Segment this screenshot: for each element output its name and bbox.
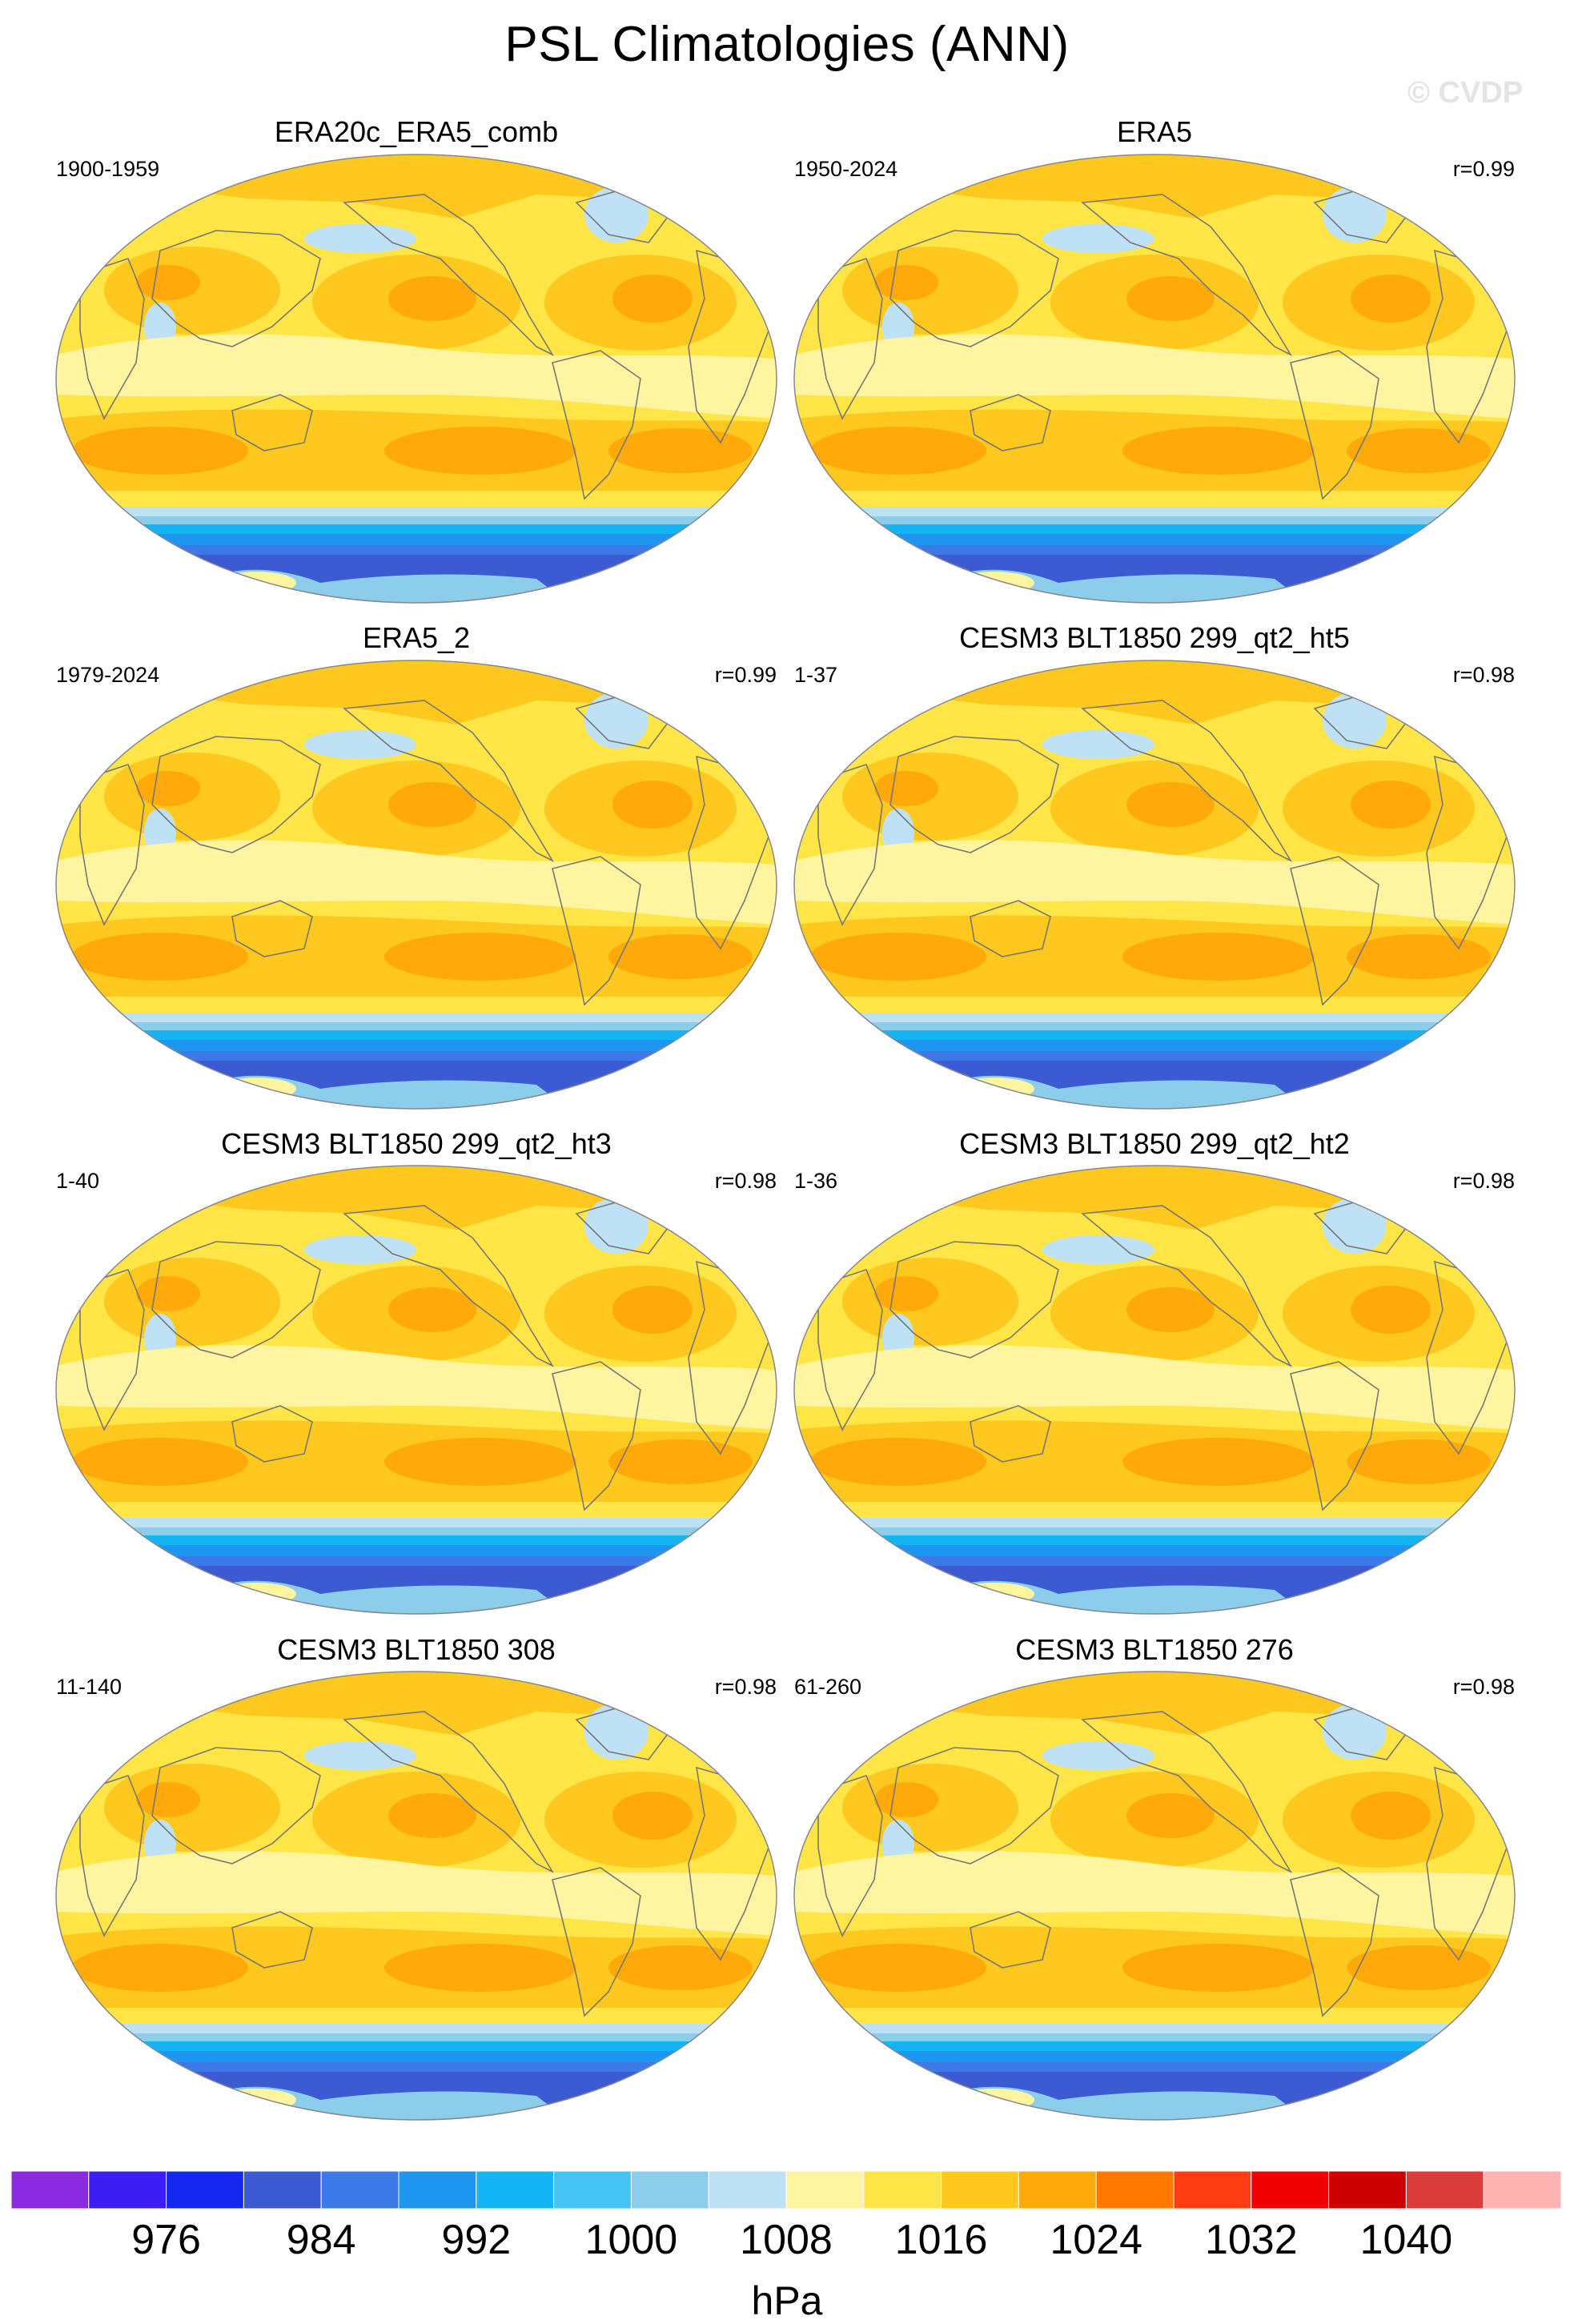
colorbar-tick-label: 1008: [740, 2217, 833, 2263]
colorbar-swatch: [708, 2171, 787, 2209]
panel-title: CESM3 BLT1850 299_qt2_ht3: [221, 1127, 612, 1160]
panel-title: CESM3 BLT1850 308: [277, 1633, 556, 1666]
colorbar-swatch: [1018, 2171, 1097, 2209]
colorbar-tick-label: 1040: [1359, 2217, 1453, 2263]
panel-years: 11-140: [56, 1675, 122, 1699]
colorbar-swatch: [11, 2171, 90, 2209]
colorbar-swatch: [166, 2171, 244, 2209]
panel-years: 1-40: [56, 1169, 100, 1193]
colorbar: [11, 2171, 1561, 2209]
colorbar-swatch: [1483, 2171, 1561, 2209]
psl-map: [793, 154, 1516, 604]
colorbar-swatch: [1405, 2171, 1484, 2209]
colorbar-swatch: [1173, 2171, 1252, 2209]
psl-map: [793, 1165, 1516, 1615]
colorbar-tick-label: 1016: [894, 2217, 988, 2263]
psl-map: [55, 1165, 777, 1615]
panel-years: 1950-2024: [794, 157, 898, 181]
colorbar-swatch: [863, 2171, 942, 2209]
panel-title: CESM3 BLT1850 299_qt2_ht2: [959, 1127, 1350, 1160]
psl-map: [55, 154, 777, 604]
cvdp-watermark: © CVDP: [1407, 76, 1524, 110]
panel-correlation: r=0.98: [1452, 663, 1515, 687]
colorbar-swatch: [1251, 2171, 1330, 2209]
panel-years: 61-260: [794, 1675, 862, 1699]
panel-correlation: r=0.99: [714, 663, 777, 687]
panel-years: 1900-1959: [56, 157, 160, 181]
panel-title: ERA5: [1116, 115, 1193, 148]
panel-years: 1979-2024: [56, 663, 160, 687]
colorbar-swatch: [553, 2171, 632, 2209]
psl-map: [793, 660, 1516, 1110]
panel-correlation: r=0.98: [714, 1675, 777, 1699]
panel-correlation: r=0.98: [1452, 1675, 1515, 1699]
panel-correlation: r=0.98: [714, 1169, 777, 1193]
colorbar-swatch: [398, 2171, 477, 2209]
colorbar-swatch: [320, 2171, 400, 2209]
colorbar-tick-label: 976: [131, 2217, 201, 2263]
panel-title: ERA20c_ERA5_comb: [274, 115, 559, 148]
colorbar-tick-label: 1032: [1204, 2217, 1298, 2263]
colorbar-swatch: [1095, 2171, 1174, 2209]
panel-correlation: r=0.98: [1452, 1169, 1515, 1193]
psl-map: [793, 1671, 1516, 2121]
panel-years: 1-37: [794, 663, 838, 687]
colorbar-swatch: [476, 2171, 555, 2209]
psl-map: [55, 1671, 777, 2121]
colorbar-tick-label: 992: [441, 2217, 512, 2263]
colorbar-units: hPa: [751, 2278, 823, 2323]
psl-map: [55, 660, 777, 1110]
colorbar-swatch: [88, 2171, 167, 2209]
panel-title: ERA5_2: [362, 621, 471, 654]
colorbar-tick-label: 1000: [584, 2217, 678, 2263]
panel-correlation: r=0.99: [1452, 157, 1515, 181]
colorbar-swatch: [785, 2171, 865, 2209]
panel-title: CESM3 BLT1850 276: [1015, 1633, 1294, 1666]
colorbar-swatch: [630, 2171, 709, 2209]
colorbar-tick-label: 1024: [1050, 2217, 1143, 2263]
colorbar-swatch: [1328, 2171, 1407, 2209]
panel-title: CESM3 BLT1850 299_qt2_ht5: [959, 621, 1350, 654]
colorbar-swatch: [941, 2171, 1019, 2209]
colorbar-tick-label: 984: [286, 2217, 356, 2263]
panel-years: 1-36: [794, 1169, 838, 1193]
figure-title: PSL Climatologies (ANN): [504, 17, 1070, 72]
colorbar-swatch: [243, 2171, 322, 2209]
